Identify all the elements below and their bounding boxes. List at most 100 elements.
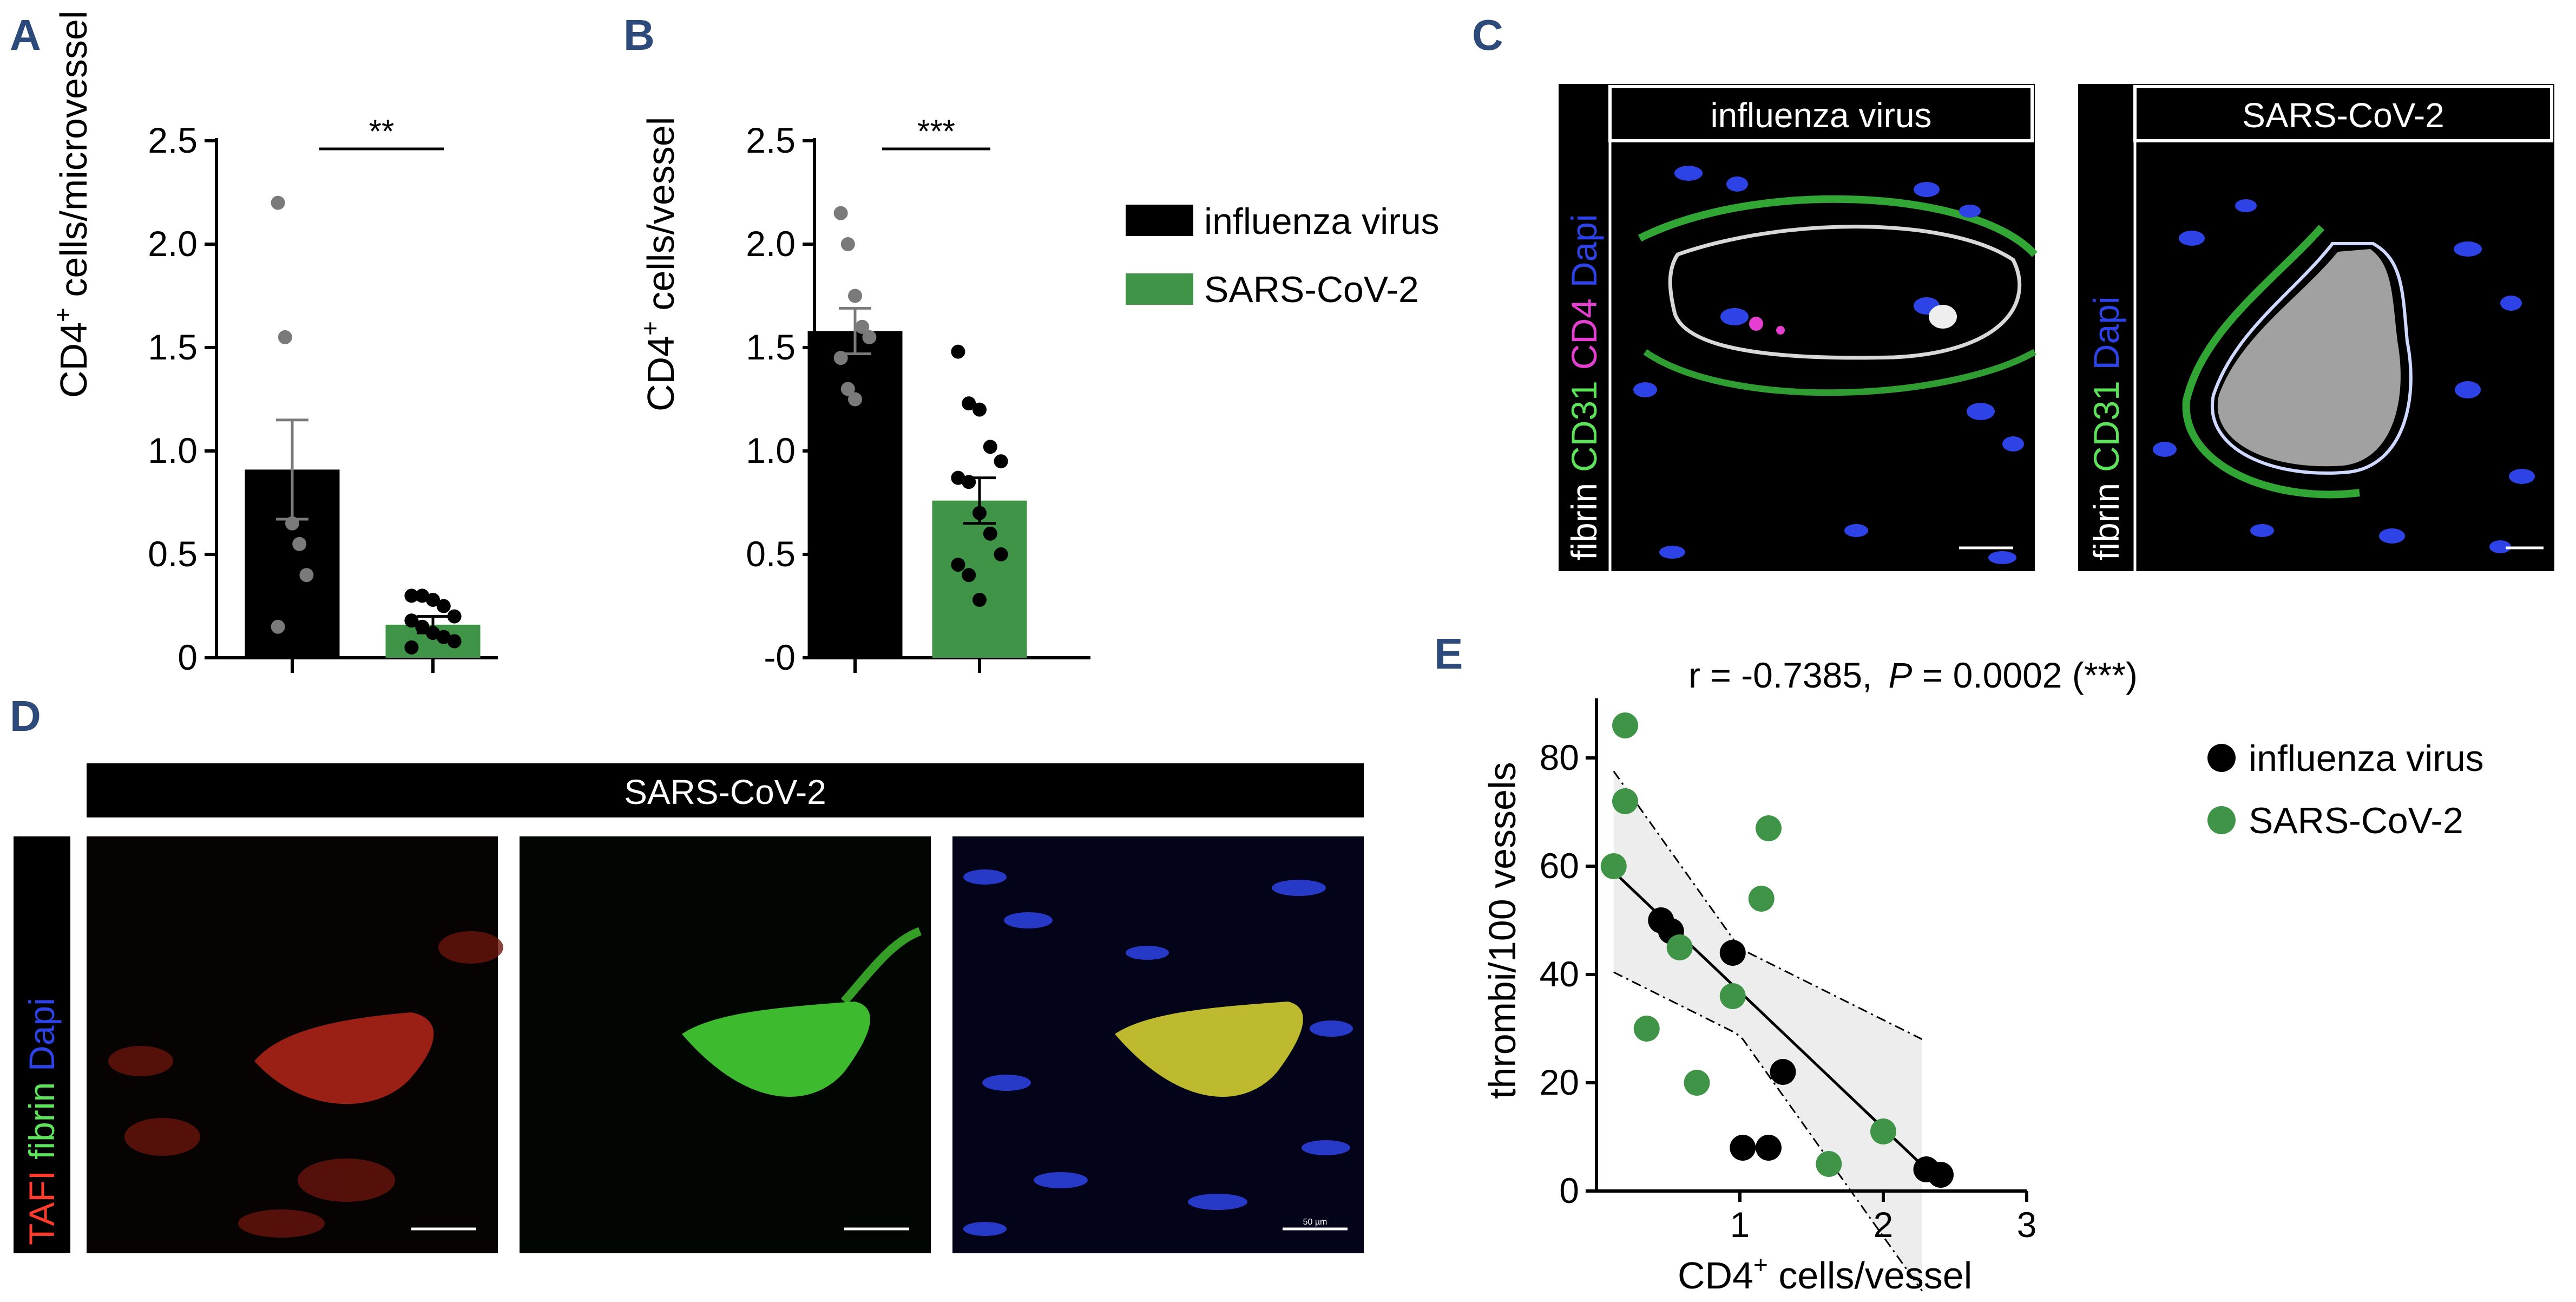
y-tick-label: 1.5: [746, 327, 796, 367]
data-point: [951, 344, 965, 359]
panel-label-d: D: [10, 692, 41, 740]
vessel-outline: [1668, 225, 2022, 360]
panel-label-a: A: [10, 11, 41, 59]
data-point: [962, 475, 976, 489]
data-point: [426, 626, 440, 640]
panel-label-e: E: [1434, 630, 1463, 678]
legend-label-influenza: influenza virus: [2249, 738, 2484, 779]
data-point: [962, 568, 976, 583]
data-point: [848, 289, 862, 303]
y-tick-label: 80: [1540, 737, 1579, 777]
data-point: [962, 396, 976, 411]
data-point: [1928, 1162, 1954, 1188]
data-point: [1719, 940, 1746, 966]
data-point: [1756, 815, 1782, 841]
tafi-background: [108, 931, 503, 1238]
y-tick-label: 20: [1540, 1062, 1579, 1102]
legend-swatch-sars: [1126, 273, 1193, 305]
legend-dot-influenza: [2207, 744, 2236, 772]
data-point: [1666, 934, 1693, 960]
legend-dot-sars: [2207, 806, 2236, 834]
legend-label-sars: SARS-CoV-2: [2249, 800, 2463, 841]
vessel-outline: [2211, 242, 2413, 475]
panel-d-channel-bar: [14, 836, 70, 1253]
x-tick-label: 3: [2017, 1205, 2037, 1245]
data-point: [862, 330, 877, 344]
tafi-stain: [254, 1012, 434, 1104]
panel-d-title-bar: [87, 763, 1364, 817]
panel-d-micrographs: SARS-CoV-2 TAFIfibrinDapi 50 µm: [14, 763, 1364, 1253]
micrograph-background: [1559, 84, 2035, 571]
data-point: [415, 619, 430, 634]
scale-bar-label: 50 µm: [1303, 1218, 1328, 1227]
y-tick-label: 1.0: [148, 430, 198, 470]
cd31-stain: [1643, 349, 2036, 396]
fibrin-clot: [2217, 249, 2401, 467]
micrograph-title-box: [1608, 85, 2034, 142]
data-point: [447, 609, 462, 624]
legend-swatch-influenza: [1126, 205, 1193, 236]
data-point: [278, 330, 292, 344]
data-point: [833, 206, 848, 220]
fibrin-stain: [840, 927, 922, 1005]
y-tick-label: 2.5: [746, 120, 796, 160]
dapi-nuclei: [2153, 199, 2535, 553]
data-point: [972, 506, 987, 520]
significance-marker: ***: [917, 113, 955, 149]
panel-label-b: B: [623, 11, 655, 59]
panel-a-bar-chart: 0 0.5 1.0 1.5 2.0 2.5 **: [148, 113, 498, 677]
data-point: [1612, 788, 1638, 814]
bar: [807, 331, 903, 658]
data-point: [1633, 1016, 1660, 1042]
data-point: [994, 454, 1008, 469]
data-point: [983, 440, 997, 454]
dapi-nuclei: [963, 869, 1353, 1236]
micrograph-title-box: [2133, 85, 2553, 142]
data-point: [1612, 712, 1638, 738]
y-tick-label: -0: [764, 637, 796, 677]
y-tick-label: 60: [1540, 846, 1579, 886]
y-tick-label: 1.5: [148, 327, 198, 367]
y-tick-label: 0: [178, 637, 198, 677]
data-point: [983, 526, 997, 541]
data-point: [426, 593, 440, 607]
data-point: [1719, 983, 1746, 1009]
data-point: [1756, 1135, 1782, 1161]
fibrin-stain: [682, 1002, 870, 1097]
data-point: [1730, 1135, 1756, 1161]
micrograph-channel-labels: fibrinCD31CD4Dapi: [1564, 214, 1604, 560]
data-point: [951, 558, 965, 572]
significance-marker: **: [369, 113, 395, 149]
cd4-cell: [1776, 326, 1785, 335]
panel-c-micrograph-sars: SARS-CoV-2 fibrinCD31Dapi: [2078, 84, 2554, 571]
panel-b-legend: influenza virus SARS-CoV-2: [1126, 201, 1440, 310]
data-point: [447, 634, 462, 649]
panel-b-bar-chart: -0 0.5 1.0 1.5 2.0 2.5 ***: [746, 113, 1090, 677]
merged-stain: [1115, 1002, 1303, 1097]
fibrin-deposit: [1929, 305, 1957, 329]
panel-d-title: SARS-CoV-2: [624, 773, 826, 812]
y-tick-label: 0.5: [148, 534, 198, 574]
panel-a-y-axis-label: CD4+ cells/microvessel: [49, 11, 95, 398]
confidence-lower-line: [1613, 971, 1923, 1292]
confidence-upper-line: [1613, 770, 1923, 1040]
data-point: [972, 593, 987, 607]
legend-label-sars: SARS-CoV-2: [1204, 269, 1419, 310]
panel-d-channel-labels: TAFIfibrinDapi: [22, 998, 62, 1245]
x-tick-label: 1: [1730, 1205, 1750, 1245]
data-point: [436, 599, 451, 613]
data-point: [855, 319, 870, 334]
bar: [932, 500, 1027, 658]
data-point: [1870, 1118, 1896, 1144]
confidence-band: [1613, 771, 1922, 1291]
data-point: [994, 547, 1008, 561]
micrograph-channel-labels: fibrinCD31Dapi: [2086, 296, 2126, 560]
cd31-stain: [2182, 225, 2360, 499]
data-point: [972, 402, 987, 417]
data-point: [285, 516, 299, 531]
panel-e-scatter: 0 20 40 60 80 1 2 3: [1540, 698, 2037, 1292]
data-point: [299, 568, 314, 583]
data-point: [1600, 853, 1627, 879]
data-point: [840, 382, 855, 396]
